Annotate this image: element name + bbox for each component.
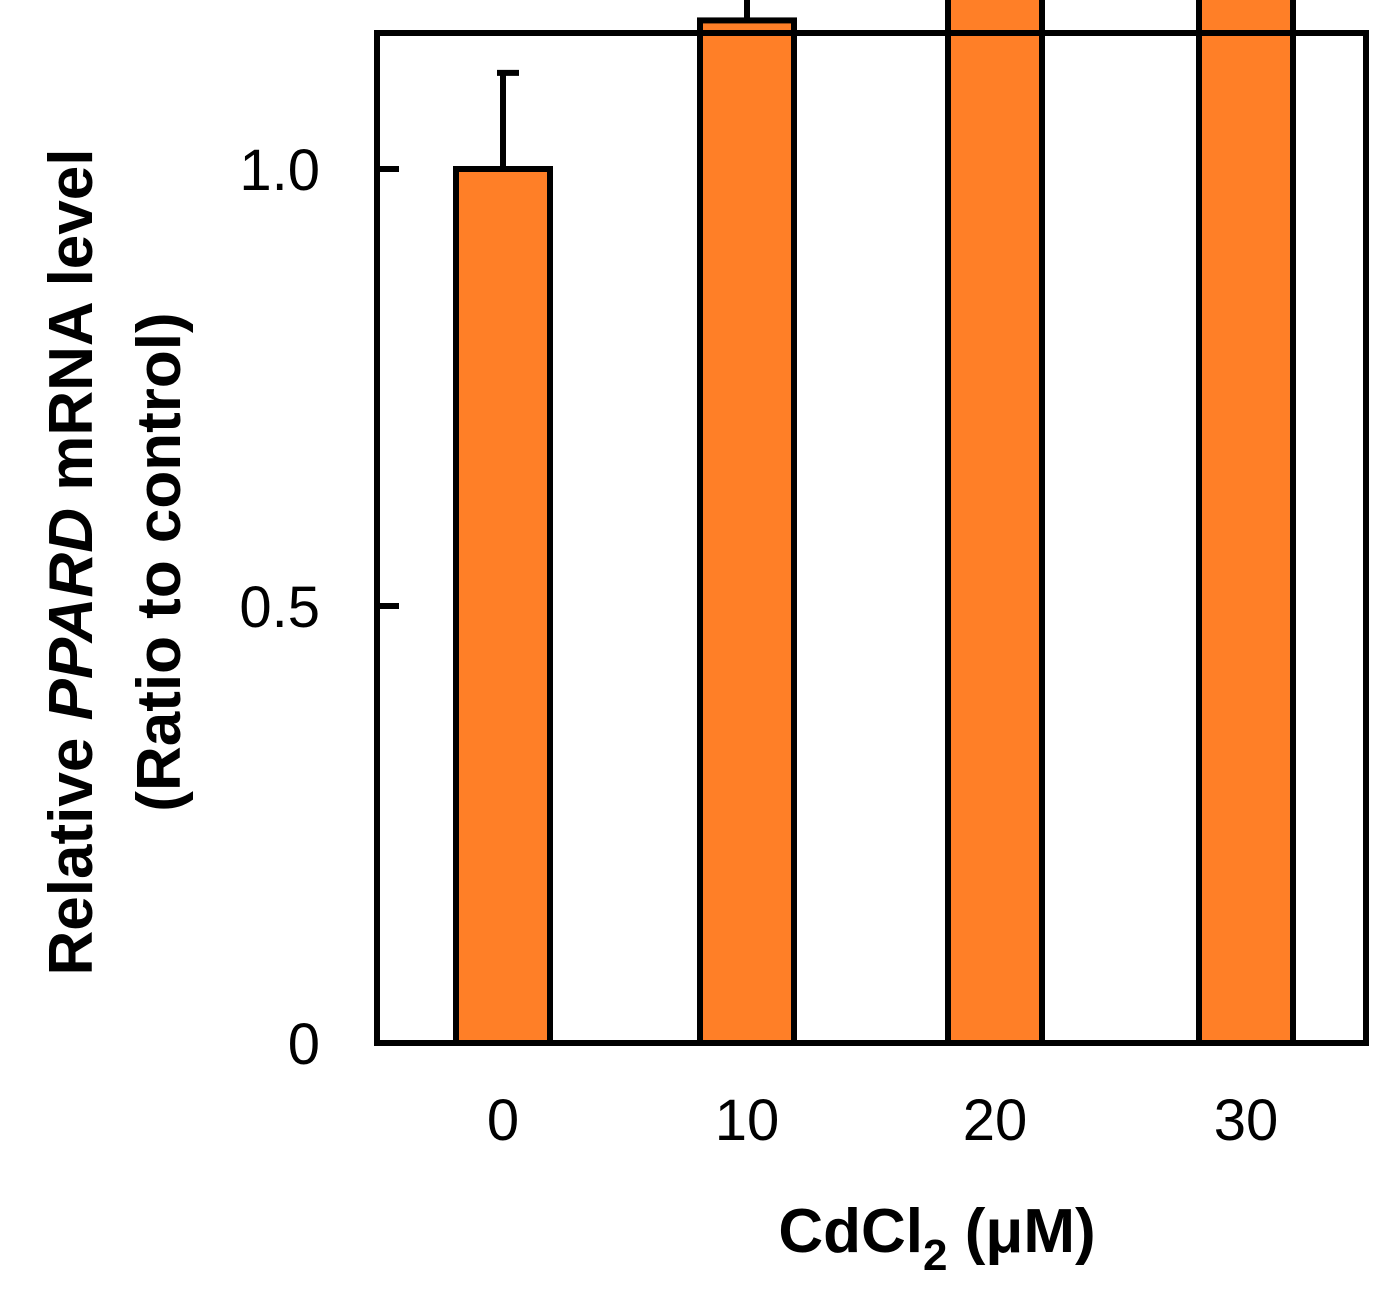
x-tick-label: 0 <box>487 1088 519 1153</box>
x-axis-ticks: 0 10 20 30 <box>487 1088 1278 1153</box>
plot-frame <box>374 30 1369 1046</box>
y-tick-label: 1.0 <box>239 138 320 203</box>
y-axis-title-gene: PPARD <box>37 508 106 720</box>
y-axis-title-line2: (Ratio to control) <box>125 312 194 811</box>
bar <box>945 0 1045 1047</box>
x-axis-title: CdCl2 (μM) <box>778 1197 1095 1280</box>
x-tick-label: 10 <box>715 1088 780 1153</box>
bar <box>1196 0 1296 1047</box>
x-axis-title-main: CdCl <box>778 1197 923 1266</box>
x-axis-title-unit: (μM) <box>948 1197 1096 1266</box>
y-tick-label: 0 <box>288 1012 320 1077</box>
bars: ** <box>453 0 1296 1047</box>
svg-text:Relative PPARD mRNA level: Relative PPARD mRNA level <box>37 149 106 976</box>
bar <box>453 166 553 1046</box>
x-tick-label: 30 <box>1214 1088 1279 1153</box>
y-axis-ticks: 00.51.01.52.0 <box>239 138 399 1077</box>
x-tick-label: 20 <box>963 1088 1028 1153</box>
y-tick-label: 0.5 <box>239 575 320 640</box>
x-axis-title-sub: 2 <box>923 1231 947 1280</box>
y-axis-title-prefix: Relative <box>37 720 106 975</box>
y-axis-title: Relative PPARD mRNA level (Ratio to cont… <box>37 149 194 976</box>
bar <box>697 17 797 1047</box>
y-axis-title-suffix: mRNA level <box>37 149 106 509</box>
